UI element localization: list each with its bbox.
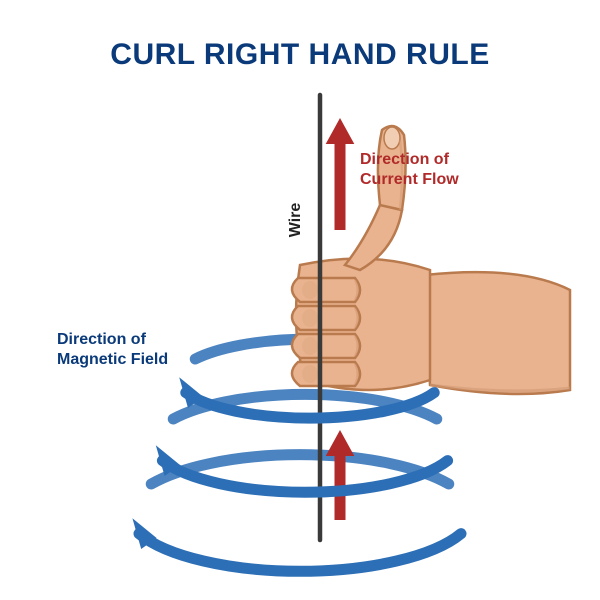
magnetic-field-label: Direction of Magnetic Field — [57, 330, 168, 370]
wire-label: Wire — [287, 203, 304, 238]
current-flow-label-line1: Direction of — [360, 151, 449, 168]
field-arc — [139, 534, 461, 572]
right-hand-illustration — [292, 259, 570, 394]
diagram-canvas: CURL RIGHT HAND RULE Wire Direction of M… — [0, 0, 600, 600]
current-arrow-top — [326, 118, 355, 230]
magnetic-field-label-line2: Magnetic Field — [57, 351, 168, 368]
magnetic-field-label-line1: Direction of — [57, 331, 146, 348]
current-arrow-bottom — [326, 430, 355, 520]
thumb — [345, 126, 406, 270]
current-flow-label-line2: Current Flow — [360, 171, 459, 188]
current-flow-label: Direction of Current Flow — [360, 150, 459, 190]
diagram-svg: Wire — [0, 0, 600, 600]
